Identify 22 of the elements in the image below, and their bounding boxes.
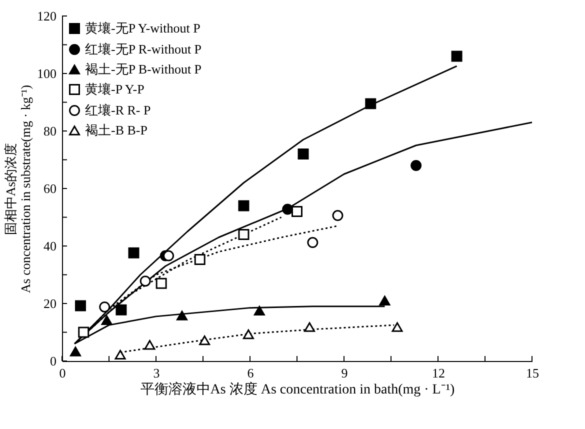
legend-label: 红壤-无P R-without P xyxy=(85,42,202,56)
x-tick-label: 15 xyxy=(526,366,539,380)
text: 固相中As的浓度 xyxy=(3,142,18,236)
legend-label: 黄壤-无P Y-without P xyxy=(85,20,200,36)
x-tick-label: 6 xyxy=(247,366,254,380)
y-tick-label: 60 xyxy=(44,181,56,196)
y-tick-label: 40 xyxy=(44,238,56,254)
x-tick-label: 3 xyxy=(153,366,160,380)
y-tick-label: 0 xyxy=(50,354,56,368)
y-tick-label: 20 xyxy=(44,296,56,311)
legend-label: 红壤-R R- P xyxy=(85,102,151,118)
legend-label: 褐土-无P B-without P xyxy=(85,62,202,76)
x-tick-label: 9 xyxy=(341,366,348,380)
text: As concentration in substrate(mg · kg⁻¹) xyxy=(18,84,33,294)
x-axis-title: 平衡溶液中As 浓度 As concentration in bath(mg · L⁻¹) xyxy=(140,382,456,398)
y-tick-label: 80 xyxy=(44,124,56,138)
x-tick-label: 12 xyxy=(432,366,445,380)
legend-label: 褐土-B B-P xyxy=(85,122,148,138)
legend-label: 黄壤-P Y-P xyxy=(85,82,144,96)
y-tick-label: 100 xyxy=(37,66,56,81)
y-tick-label: 120 xyxy=(37,8,56,24)
x-tick-label: 0 xyxy=(59,366,66,380)
